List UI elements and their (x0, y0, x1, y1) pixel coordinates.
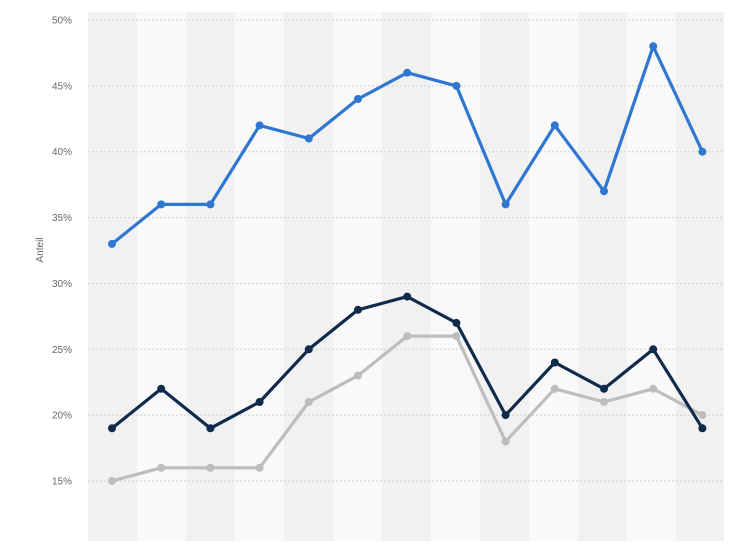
background-band (529, 12, 578, 541)
y-tick-label: 30% (52, 279, 72, 290)
data-point[interactable] (354, 95, 362, 103)
data-point[interactable] (403, 292, 412, 301)
background-band (627, 12, 676, 541)
background-band (382, 12, 431, 541)
data-point[interactable] (550, 121, 559, 130)
y-axis-ticks: 15% 20% 25% 30% 35% 40% 45% 50% (52, 16, 72, 488)
data-point[interactable] (600, 398, 608, 406)
data-point[interactable] (649, 42, 658, 51)
data-point[interactable] (304, 398, 313, 406)
data-point[interactable] (304, 134, 313, 143)
data-point[interactable] (157, 463, 166, 472)
data-point[interactable] (157, 384, 166, 393)
series-3 (108, 332, 707, 485)
data-point[interactable] (206, 463, 215, 472)
background-band (676, 12, 724, 541)
background-band (431, 12, 480, 541)
y-tick-label: 35% (52, 213, 72, 224)
y-tick-label: 15% (52, 477, 72, 488)
data-point[interactable] (649, 345, 658, 354)
background-band (235, 12, 284, 541)
data-point[interactable] (698, 424, 707, 433)
data-point[interactable] (255, 463, 264, 472)
series-2 (108, 292, 707, 433)
data-point[interactable] (157, 200, 166, 209)
data-point[interactable] (649, 384, 658, 393)
data-point[interactable] (108, 424, 116, 433)
data-point[interactable] (501, 411, 510, 420)
data-point[interactable] (108, 239, 116, 248)
data-point[interactable] (403, 68, 412, 77)
background-band (186, 12, 235, 541)
y-tick-label: 40% (52, 147, 72, 158)
y-tick-label: 20% (52, 411, 72, 422)
data-point[interactable] (698, 411, 707, 420)
y-tick-label: 45% (52, 81, 72, 92)
data-point[interactable] (206, 200, 215, 209)
background-bands (88, 12, 724, 541)
data-point[interactable] (550, 358, 559, 367)
data-point[interactable] (255, 398, 264, 406)
y-tick-label: 50% (52, 16, 72, 27)
data-point[interactable] (403, 332, 412, 341)
data-point[interactable] (304, 345, 313, 354)
data-point[interactable] (452, 332, 461, 341)
background-band (578, 12, 627, 541)
data-point[interactable] (452, 318, 461, 327)
background-band (284, 12, 333, 541)
y-axis-label: Anteil (35, 237, 46, 262)
data-point[interactable] (600, 187, 608, 196)
data-point[interactable] (108, 477, 116, 485)
data-point[interactable] (452, 81, 461, 90)
background-band (480, 12, 529, 541)
series-1 (108, 42, 707, 248)
data-point[interactable] (600, 384, 608, 393)
data-point[interactable] (698, 147, 707, 156)
y-tick-label: 25% (52, 345, 72, 356)
background-band (88, 12, 137, 541)
data-point[interactable] (255, 121, 264, 130)
data-point[interactable] (501, 200, 510, 209)
data-point[interactable] (550, 384, 559, 393)
data-point[interactable] (501, 437, 510, 446)
background-band (137, 12, 186, 541)
series-layer (108, 42, 707, 485)
data-point[interactable] (206, 424, 215, 433)
data-point[interactable] (354, 371, 362, 380)
data-point[interactable] (354, 305, 362, 314)
